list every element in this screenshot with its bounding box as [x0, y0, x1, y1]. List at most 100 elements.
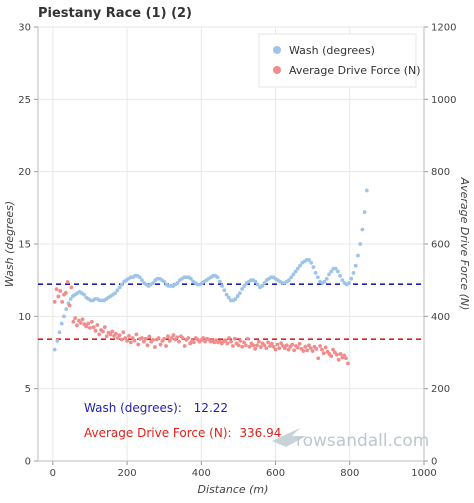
legend-label-wash: Wash (degrees) [289, 44, 375, 57]
drive-force-point [153, 345, 157, 349]
wash-point [215, 275, 220, 280]
drive-force-point [245, 336, 250, 341]
drive-force-point [271, 344, 276, 349]
drive-force-point [258, 345, 263, 349]
y2-axis-label: Average Drive Force (N) [458, 177, 471, 311]
wash-point [295, 266, 300, 271]
wash-point [260, 284, 265, 288]
wash-point [351, 271, 356, 275]
drive-force-point [279, 341, 284, 345]
drive-force-point [89, 319, 94, 324]
wash-point [362, 210, 367, 215]
y2-tick-label: 0 [431, 457, 437, 468]
wash-point [291, 272, 296, 277]
drive-force-point [277, 346, 282, 351]
wash-point [233, 297, 238, 301]
wash-point [324, 276, 329, 281]
drive-force-point [264, 346, 269, 351]
drive-force-point [320, 347, 324, 352]
drive-force-point [316, 356, 321, 361]
drive-force-point [52, 299, 57, 304]
drive-force-point [269, 341, 274, 346]
drive-force-point [171, 333, 176, 338]
watermark-logo-icon [272, 428, 306, 447]
wash-point [175, 281, 180, 285]
drive-force-point [251, 343, 256, 348]
drive-force-point [186, 336, 191, 340]
drive-force-point [266, 340, 271, 345]
drive-force-point [305, 348, 309, 353]
drive-force-point [301, 349, 306, 353]
drive-force-point [255, 343, 259, 348]
wash-point [358, 242, 363, 246]
wash-point [253, 279, 258, 284]
wash-point [57, 330, 62, 335]
drive-force-point [336, 357, 341, 362]
drive-force-point [136, 342, 141, 347]
y-tick-label: 10 [18, 312, 31, 323]
drive-force-point [80, 317, 85, 322]
drive-force-point [284, 343, 289, 348]
drive-force-point [167, 339, 172, 343]
drive-force-point [243, 343, 248, 348]
drive-force-point [101, 329, 105, 334]
drive-force-point [262, 343, 267, 348]
drive-force-point [117, 333, 122, 338]
drive-force-point [162, 336, 167, 341]
drive-force-point [236, 343, 241, 348]
y2-tick-label: 400 [431, 312, 450, 323]
drive-force-point [240, 344, 245, 349]
wash-point [222, 288, 227, 293]
drive-force-point [275, 342, 280, 347]
wash-point [68, 297, 73, 301]
drive-force-point [65, 280, 70, 284]
drive-force-point [282, 346, 287, 351]
drive-force-point [273, 347, 278, 352]
drive-force-point [102, 325, 107, 330]
wash-point [189, 276, 193, 281]
drive-force-point [78, 320, 83, 325]
drive-force-point [128, 340, 133, 345]
wash-point [55, 339, 60, 343]
drive-force-point [314, 346, 319, 351]
drive-force-point [123, 336, 128, 340]
drive-force-point [156, 336, 161, 340]
drive-force-point [292, 348, 296, 353]
drive-force-point [321, 351, 326, 356]
drive-force-point [338, 352, 343, 356]
drive-force-point [121, 330, 126, 335]
wash-point [137, 275, 142, 280]
wash-point [307, 258, 311, 262]
watermark: rowsandall.com [272, 428, 429, 451]
wash-point [329, 269, 334, 274]
wash-point [242, 284, 247, 288]
drive-force-point [247, 344, 252, 349]
drive-force-point [177, 339, 181, 344]
x-tick-label: 600 [266, 468, 285, 479]
legend-swatch-drive-force [273, 66, 281, 74]
drive-force-point [334, 352, 339, 357]
drive-force-point [232, 336, 237, 341]
drive-force-point [286, 347, 291, 352]
drive-force-point [119, 337, 124, 342]
drive-force-point [180, 336, 185, 340]
annotation-wash-value: 12.22 [194, 401, 228, 415]
drive-force-point [191, 340, 196, 345]
grid [38, 26, 425, 462]
y-tick-label: 0 [25, 457, 31, 468]
drive-force-point [318, 344, 322, 348]
series-wash [52, 188, 369, 352]
drive-force-point [201, 336, 206, 340]
legend[interactable]: Wash (degrees) Average Drive Force (N) [258, 33, 421, 88]
wash-point [333, 266, 338, 271]
x-axis-label: Distance (m) [198, 483, 269, 496]
wash-point [62, 314, 66, 319]
wash-point [322, 279, 327, 284]
y2-tick-label: 200 [431, 384, 450, 395]
wash-point [113, 291, 118, 296]
wash-point [313, 271, 318, 275]
wash-point [309, 260, 314, 265]
wash-point [327, 272, 331, 277]
drive-force-point [307, 343, 311, 348]
drive-force-point [229, 339, 233, 344]
